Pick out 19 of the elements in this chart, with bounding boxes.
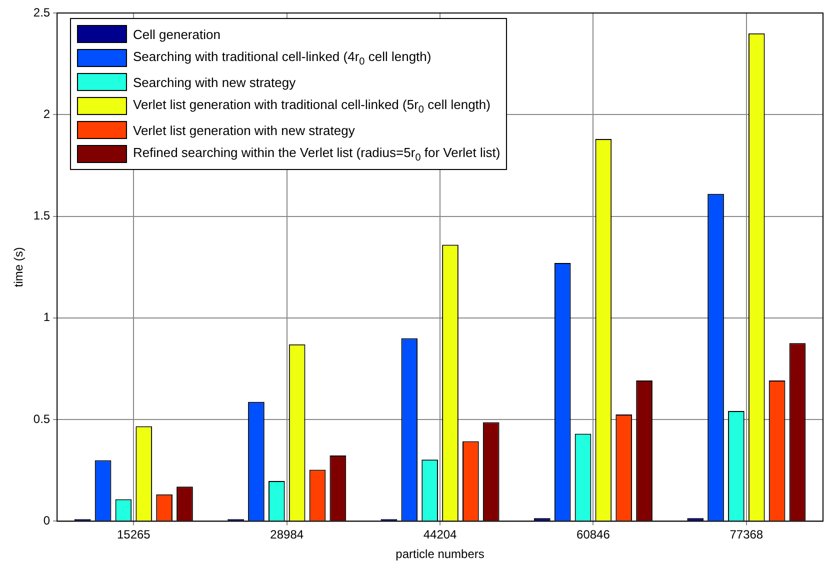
y-tick-label: 2 <box>43 106 50 121</box>
x-tick-label: 77368 <box>730 528 764 542</box>
x-tick-label: 44204 <box>423 528 458 542</box>
legend-label: Searching with new strategy <box>133 74 296 90</box>
y-tick-label: 2.5 <box>33 5 50 20</box>
x-tick-label: 60846 <box>576 528 610 542</box>
legend-label: Verlet list generation with traditional cell-linked (5r$_{0}$ cell length) <box>133 96 490 116</box>
x-axis-title: particle numbers <box>396 547 484 562</box>
legend-label: Cell generation <box>133 26 220 42</box>
legend-label: Refined searching within the Verlet list (radius=5r$_{0}$ for Verlet list) <box>133 144 500 164</box>
x-tick-label: 28984 <box>270 528 304 542</box>
y-tick-label: 0 <box>43 514 50 528</box>
legend-label: Searching with traditional cell-linked (4r$_{0}$ cell length) <box>133 48 432 68</box>
y-tick-label: 1 <box>43 310 50 324</box>
y-tick-label: 0.5 <box>33 412 50 426</box>
x-tick-label: 15265 <box>116 528 151 542</box>
y-axis-title: time (s) <box>12 247 26 288</box>
y-tick-label: 1.5 <box>33 208 50 223</box>
legend-label: Verlet list generation with new strategy <box>133 122 355 138</box>
